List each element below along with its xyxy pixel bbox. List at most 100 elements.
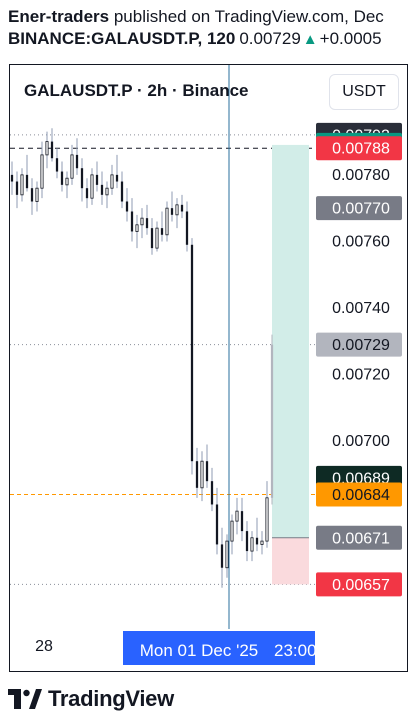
price-badge-2: 0.00788 [316,136,402,161]
candle-32 [170,191,174,222]
candle-8 [50,128,54,162]
candle-body-9 [55,158,59,172]
price-badge-7: 0.00671 [316,525,402,550]
candle-46 [240,497,244,542]
candle-12 [70,144,74,185]
last-price: 0.00729 [239,29,301,48]
price-badge-4: 0.00729 [316,332,402,357]
candle-2 [20,168,24,202]
price-tick-0: 0.00780 [332,167,390,184]
price-tick-3: 0.00720 [332,367,390,384]
tradingview-wordmark: TradingView [48,686,174,711]
candle-20 [110,164,114,195]
footer-branding: TradingView [8,686,174,712]
author-name[interactable]: Ener-traders [8,7,110,26]
candle-body-8 [50,141,54,159]
candle-body-34 [180,204,184,212]
candle-30 [160,211,164,242]
candle-27 [145,204,149,235]
candle-49 [255,517,259,552]
chart-legend-title: GALAUSDT.P · 2h · Binance [24,81,249,100]
candle-body-50 [260,540,264,545]
candle-19 [105,181,109,209]
candle-11 [65,171,69,199]
candle-39 [205,444,209,488]
symbol-line: BINANCE:GALAUSDT.P, 120 0.00729 ▲ +0.0005 [8,28,418,51]
price-badge-label-7: 0.00671 [332,530,390,547]
candle-body-6 [40,154,44,189]
price-badge-3: 0.00770 [316,196,402,221]
candle-45 [235,497,239,535]
candle-body-39 [205,461,209,482]
candle-body-23 [125,201,129,212]
candle-body-1 [15,181,19,195]
published-text: published on TradingView.com, Dec [113,7,384,26]
price-badge-bg-6 [316,482,402,507]
candle-body-29 [155,227,159,249]
candle-body-15 [85,188,89,199]
candle-50 [260,531,264,555]
time-badge-bg [123,631,315,665]
candle-body-19 [105,187,109,196]
candle-body-24 [130,211,134,232]
candle-body-43 [225,540,229,569]
crosshair-time-badge: Mon 01 Dec '25 23:00 [123,631,317,665]
candle-38 [200,451,204,502]
stop-loss-zone [272,537,309,585]
candle-18 [100,171,104,205]
profit-target-zone [272,144,309,538]
candle-body-45 [235,510,239,522]
candle-52 [270,334,274,505]
price-badge-bg-7 [316,525,402,550]
candle-40 [210,467,214,512]
price-badge-label-8: 0.00657 [332,577,390,594]
candle-15 [85,178,89,209]
candle-body-27 [145,218,149,229]
chart-panel[interactable]: GALAUSDT.P · 2h · Binance USDT 0.00780 0.… [9,64,408,672]
candle-body-51 [265,497,269,542]
candle-body-4 [30,188,34,202]
crosshair-time-label: Mon 01 Dec '25 [140,641,259,660]
candle-33 [175,198,179,229]
candle-body-10 [60,171,64,185]
candle-body-18 [100,184,104,195]
candle-body-3 [25,174,29,189]
candle-5 [35,181,39,212]
price-badge-bg-4 [316,332,402,357]
candle-body-21 [115,174,119,182]
candle-body-2 [20,174,24,196]
publish-header: Ener-traders published on TradingView.co… [8,6,418,51]
candle-31 [165,201,169,242]
candle-0 [10,161,14,195]
price-tick-4: 0.00700 [332,433,390,450]
candle-body-36 [190,244,194,462]
candle-body-49 [255,537,259,545]
candle-body-5 [35,187,39,202]
candle-body-42 [220,544,224,568]
candle-51 [265,481,269,548]
candle-6 [40,141,44,199]
currency-button[interactable]: USDT [329,74,399,110]
price-badge-bg-2 [316,136,402,161]
candle-22 [120,171,124,209]
candle-29 [155,221,159,252]
candle-16 [90,168,94,205]
candle-body-25 [135,224,139,232]
price-badge-label-6: 0.00684 [332,487,390,504]
candle-48 [250,531,254,562]
price-badge-label-3: 0.00770 [332,201,390,218]
price-chart-canvas[interactable]: 0.00780 0.00760 0.00740 0.00720 0.00700 0.007… [10,65,408,672]
candle-body-26 [140,217,144,226]
candle-body-31 [165,207,169,236]
candle-body-48 [250,537,254,552]
price-badge-6: 0.00684 [316,482,402,507]
candle-body-7 [45,141,49,156]
candle-24 [130,198,134,242]
candle-body-44 [230,520,234,542]
candle-body-38 [200,460,204,489]
price-badge-8: 0.00657 [316,572,402,597]
publisher-line: Ener-traders published on TradingView.co… [8,6,418,28]
candle-28 [150,218,154,255]
candle-17 [95,161,99,192]
candle-37 [195,447,199,498]
